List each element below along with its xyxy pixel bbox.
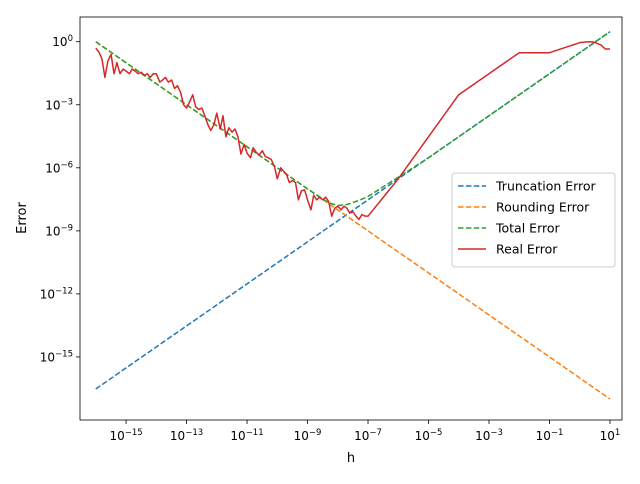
- x-axis-ticks: 10−15 10−13 10−11 10−9 10−7 10−5 10−3 10−1 101: [109, 420, 620, 443]
- x-tick-label: 10−9: [294, 428, 322, 443]
- y-tick-label: 10−3: [45, 97, 73, 112]
- y-tick-label: 10−6: [45, 160, 73, 175]
- x-tick-label: 10−3: [475, 428, 503, 443]
- legend-label: Truncation Error: [495, 179, 597, 194]
- plot-frame: [79, 16, 623, 421]
- legend-label: Total Error: [495, 221, 560, 236]
- y-axis-label: Error: [15, 202, 30, 234]
- y-tick-label: 10−12: [40, 286, 73, 301]
- x-tick-label: 10−7: [354, 428, 382, 443]
- series-line-total-error: [95, 31, 611, 207]
- y-axis-ticks: 10−15 10−12 10−9 10−6 10−3 100: [40, 34, 80, 364]
- legend-box: [451, 172, 616, 268]
- y-tick-label: 10−15: [40, 349, 73, 364]
- series-line-real-error: [95, 40, 610, 221]
- series-layer: [95, 31, 611, 400]
- y-tick-label: 10−9: [45, 223, 73, 238]
- x-tick-label: 101: [600, 428, 621, 443]
- legend-label: Real Error: [496, 242, 558, 257]
- x-tick-label: 10−13: [170, 428, 203, 443]
- x-axis-label: h: [347, 451, 355, 466]
- x-tick-label: 10−11: [230, 428, 263, 443]
- y-tick-label: 100: [52, 34, 73, 49]
- x-tick-label: 10−1: [536, 428, 564, 443]
- x-tick-label: 10−5: [415, 428, 443, 443]
- legend-label: Rounding Error: [496, 200, 590, 215]
- x-tick-label: 10−15: [109, 428, 142, 443]
- legend: Truncation Error Rounding Error Total Erro…: [451, 172, 616, 268]
